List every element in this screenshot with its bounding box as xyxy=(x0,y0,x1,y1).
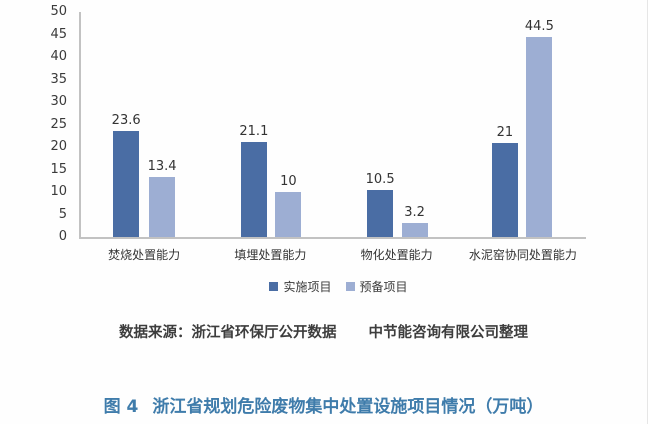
source-note-part2: 中节能咨询有限公司整理 xyxy=(368,325,529,341)
category-label: 水泥窑协同处置能力 xyxy=(468,248,577,262)
category-label: 物化处置能力 xyxy=(360,248,433,262)
bar-yubei-xiangmu xyxy=(275,192,302,237)
bar-value-label: 13.4 xyxy=(147,158,177,174)
y-tick-label: 20 xyxy=(50,139,67,154)
legend-swatch-icon xyxy=(269,282,279,291)
bar-group: 10.5 3.2 xyxy=(334,172,460,237)
category-label: 焚烧处置能力 xyxy=(108,248,181,262)
y-tick-label: 15 xyxy=(50,161,67,177)
source-note: 数据来源：浙江省环保厅公开数据 中节能咨询有限公司整理 xyxy=(0,321,647,342)
bar-wrap: 23.6 xyxy=(112,113,141,237)
bar-value-label: 21.1 xyxy=(239,124,269,140)
bar-wrap: 10 xyxy=(275,174,302,237)
bar-wrap: 44.5 xyxy=(525,19,554,237)
plot-area: 23.6 13.4 21.1 10 10.5 3.2 21 44.5 xyxy=(79,12,586,239)
bar-chart: 0 5 10 15 20 25 30 35 40 45 50 23.6 13.4 21.1 10 10.5 3… xyxy=(0,4,647,244)
legend-swatch-icon xyxy=(345,282,355,291)
bar-value-label: 10 xyxy=(280,174,297,189)
category-label: 填埋处置能力 xyxy=(234,248,307,262)
y-tick-label: 25 xyxy=(50,116,67,132)
legend: 实施项目 预备项目 xyxy=(30,278,647,295)
y-axis: 0 5 10 15 20 25 30 35 40 45 50 xyxy=(0,4,79,244)
bar-group: 21.1 10 xyxy=(207,124,333,237)
figure-caption-label: 图 4 xyxy=(103,397,139,417)
bar-value-label: 10.5 xyxy=(365,171,395,187)
figure-caption: 图 4 浙江省规划危险废物集中处置设施项目情况（万吨） xyxy=(0,392,647,417)
y-tick-label: 5 xyxy=(58,206,67,222)
bar-yubei-xiangmu xyxy=(401,222,428,237)
bar-wrap: 3.2 xyxy=(401,204,428,237)
bar-wrap: 21.1 xyxy=(239,124,268,237)
source-note-part1: 数据来源：浙江省环保厅公开数据 xyxy=(119,325,337,341)
y-tick-label: 0 xyxy=(58,229,67,244)
legend-label: 预备项目 xyxy=(359,280,408,294)
y-tick-label: 40 xyxy=(50,49,67,64)
bar-shishi-xiangmu xyxy=(240,142,267,237)
bar-shishi-xiangmu xyxy=(491,142,518,237)
y-tick-label: 35 xyxy=(50,71,67,87)
bar-group: 23.6 13.4 xyxy=(81,113,207,237)
y-tick-label: 50 xyxy=(50,4,67,19)
bar-value-label: 3.2 xyxy=(404,204,425,220)
figure-caption-text: 浙江省规划危险废物集中处置设施项目情况（万吨） xyxy=(152,397,544,417)
bar-shishi-xiangmu xyxy=(367,189,394,237)
bar-value-label: 21 xyxy=(496,124,514,140)
bar-wrap: 13.4 xyxy=(148,159,177,237)
y-tick-label: 45 xyxy=(50,26,67,42)
bar-wrap: 21 xyxy=(491,124,518,237)
bar-value-label: 44.5 xyxy=(524,18,554,34)
legend-label: 实施项目 xyxy=(283,280,332,294)
x-axis-category-labels: 焚烧处置能力 填埋处置能力 物化处置能力 水泥窑协同处置能力 xyxy=(81,246,586,263)
bar-yubei-xiangmu xyxy=(526,36,553,237)
y-tick-label: 10 xyxy=(50,184,67,199)
bar-wrap: 10.5 xyxy=(366,172,395,237)
legend-item-shishi-xiangmu: 实施项目 xyxy=(269,278,332,295)
legend-item-yubei-xiangmu: 预备项目 xyxy=(345,278,408,295)
y-tick-label: 30 xyxy=(50,94,67,109)
bar-group: 21 44.5 xyxy=(460,19,586,237)
bar-yubei-xiangmu xyxy=(149,176,176,237)
bar-value-label: 23.6 xyxy=(111,112,141,128)
bar-shishi-xiangmu xyxy=(113,130,140,237)
